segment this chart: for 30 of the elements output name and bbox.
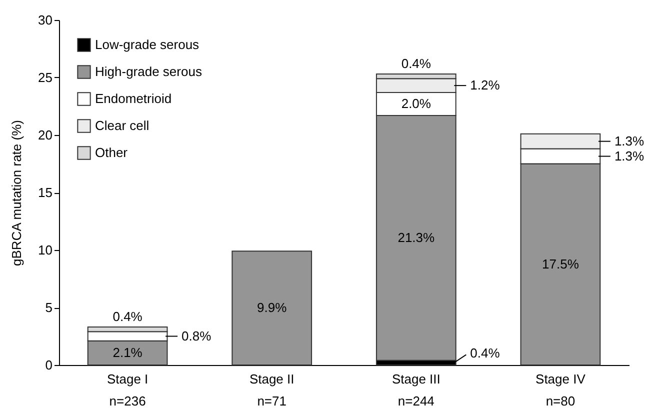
data-label: 17.5% (542, 256, 580, 272)
y-tick-label: 15 (38, 185, 52, 200)
legend-label: Other (95, 145, 128, 160)
y-tick-label: 20 (38, 128, 52, 142)
data-label: 2.1% (112, 344, 143, 360)
y-tick-label: 5 (45, 300, 52, 315)
legend-label: Clear cell (95, 118, 150, 133)
data-label: 9.9% (257, 300, 288, 316)
x-tick-label: Stage III n=244 (392, 372, 440, 408)
data-label: 0.4% (112, 309, 143, 324)
data-label: 1.3% (614, 148, 645, 164)
legend-label: High-grade serous (95, 64, 202, 79)
x-tick-label: Stage II n=71 (249, 372, 294, 408)
data-label: 0.4% (401, 56, 432, 72)
y-tick-label: 25 (38, 70, 52, 85)
y-tick-label: 30 (38, 12, 52, 28)
data-label: 2.0% (401, 96, 432, 111)
data-label: 21.3% (398, 230, 436, 245)
bar (232, 250, 312, 366)
legend-label: Endometrioid (95, 91, 172, 106)
y-tick-label: 0 (45, 358, 52, 372)
data-label: 1.2% (470, 78, 500, 93)
x-tick-label: Stage IV n=80 (536, 372, 586, 408)
data-label: 0.8% (182, 328, 212, 344)
legend-label: Low-grade serous (95, 37, 200, 52)
data-label: 1.3% (614, 133, 645, 148)
y-axis-title: gBRCA mutation rate (%) (9, 120, 24, 266)
y-tick-label: 10 (38, 242, 52, 258)
data-label: 0.4% (470, 346, 500, 361)
x-tick-label: Stage I n=236 (106, 372, 148, 408)
